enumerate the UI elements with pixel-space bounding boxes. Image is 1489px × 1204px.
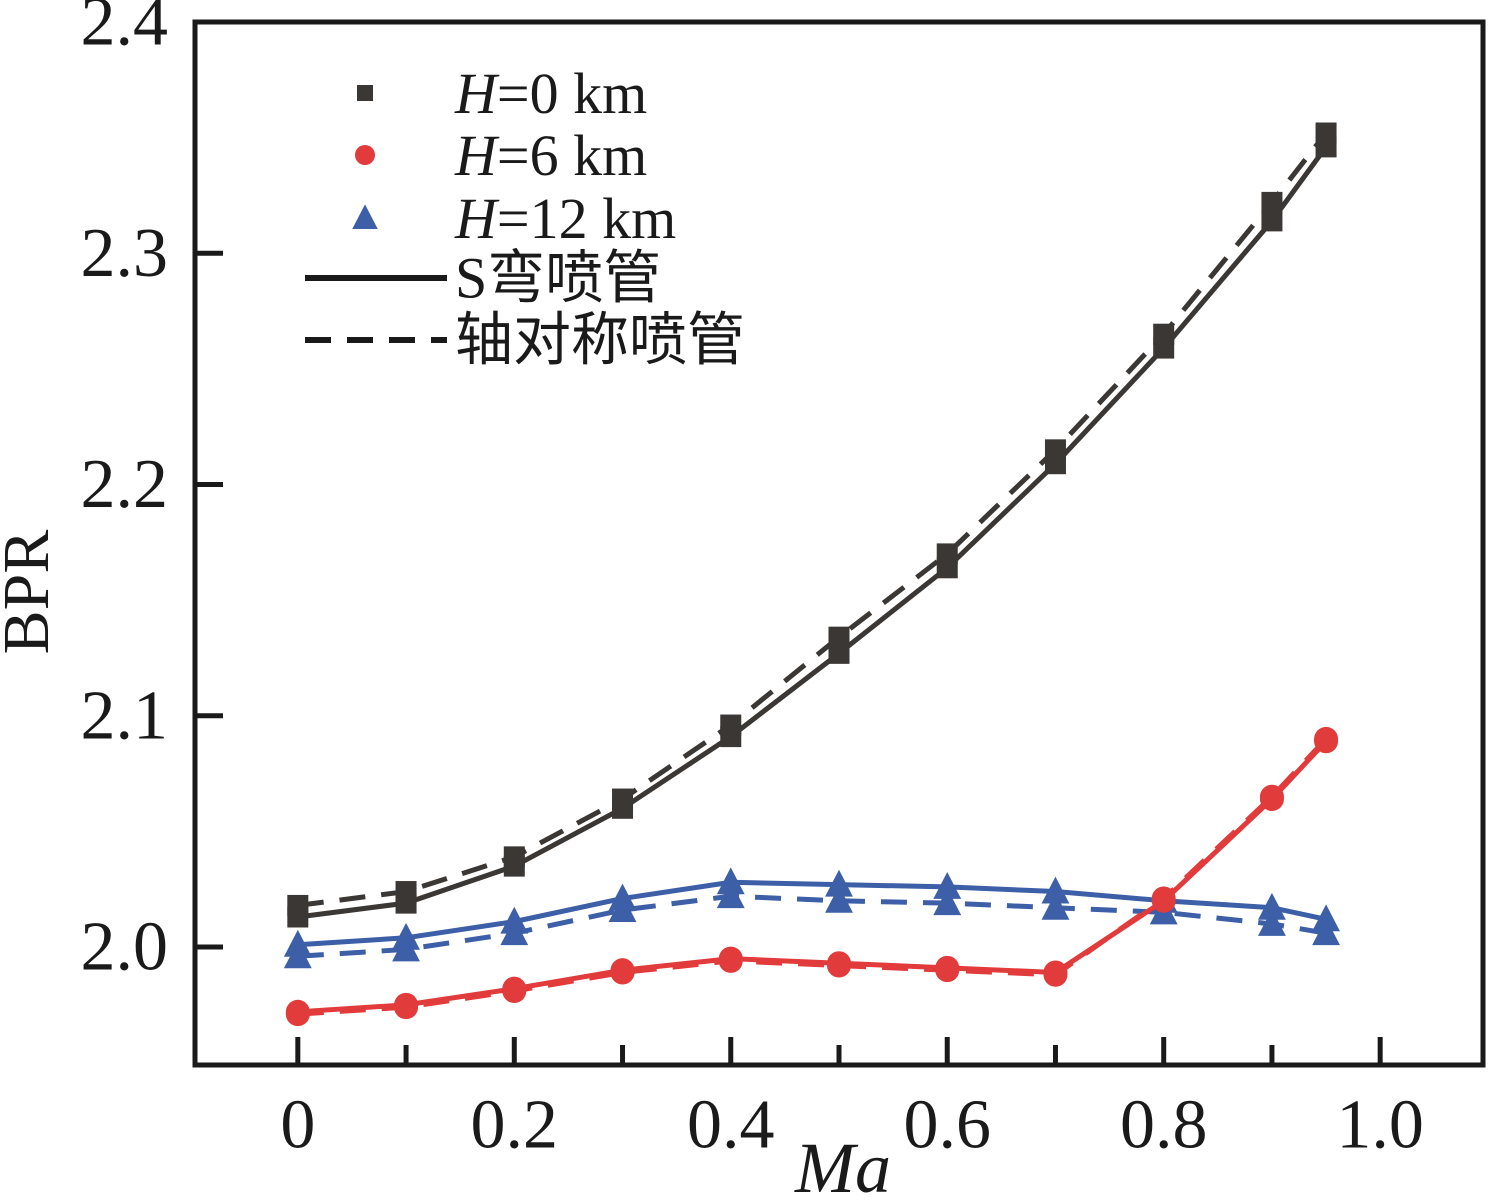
legend-item: H=6 km [355, 123, 647, 188]
marker-square [1261, 210, 1283, 232]
marker-triangle [352, 204, 378, 229]
marker-triangle [1041, 892, 1070, 920]
legend-item: 轴对称喷管 [305, 308, 745, 373]
marker-circle [1314, 726, 1339, 751]
y-tick-label: 2.2 [81, 446, 169, 523]
y-tick-label: 2.3 [81, 215, 169, 292]
marker-square [828, 626, 850, 648]
x-tick-label: 0.4 [687, 1087, 775, 1164]
marker-square [1261, 191, 1283, 213]
marker-circle [502, 978, 527, 1003]
marker-triangle [825, 869, 853, 897]
marker-circle [285, 1002, 310, 1027]
legend-item: H=0 km [357, 61, 647, 126]
marker-circle [394, 995, 419, 1020]
marker-circle [610, 960, 635, 985]
marker-square [1153, 323, 1175, 345]
marker-triangle [1312, 918, 1340, 946]
series-line [297, 145, 1329, 920]
marker-square [1044, 439, 1066, 461]
marker-square [503, 846, 525, 868]
marker-triangle [1312, 904, 1340, 932]
marker-triangle [392, 934, 420, 962]
marker-circle [355, 145, 375, 165]
marker-circle [718, 948, 743, 973]
series-4 [285, 729, 1339, 1024]
marker-square [357, 85, 373, 101]
legend-label: S弯喷管 [455, 246, 661, 311]
marker-square [395, 881, 417, 903]
y-tick-label: 2.4 [81, 0, 169, 61]
marker-triangle [1258, 909, 1286, 936]
series-line [297, 131, 1329, 908]
marker-square [936, 543, 958, 565]
series-line [297, 737, 1328, 1017]
marker-triangle [825, 885, 853, 913]
legend-label: H=0 km [454, 61, 647, 126]
marker-square [1315, 122, 1337, 144]
x-tick-label: 1.0 [1336, 1087, 1424, 1164]
marker-triangle [283, 941, 312, 969]
series-1 [287, 122, 1337, 916]
marker-circle [1043, 962, 1068, 987]
marker-triangle [716, 867, 745, 895]
y-tick-label: 2.1 [81, 677, 169, 754]
marker-circle [935, 958, 960, 983]
x-axis-title: Ma [794, 1128, 891, 1204]
legend-label: H=12 km [454, 186, 676, 251]
marker-triangle [1041, 876, 1070, 904]
marker-triangle [933, 872, 962, 899]
marker-square [612, 788, 634, 810]
legend-item: H=12 km [352, 186, 676, 251]
marker-triangle [933, 888, 962, 916]
marker-circle [1259, 784, 1284, 809]
x-tick-label: 0.2 [471, 1087, 559, 1164]
marker-triangle [716, 881, 745, 909]
marker-circle [827, 953, 851, 978]
series-5 [285, 726, 1339, 1027]
series-3 [283, 881, 1340, 969]
x-tick-label: 0.6 [903, 1087, 991, 1164]
x-tick-label: 0 [280, 1087, 315, 1164]
series-line [297, 739, 1328, 1015]
marker-square [720, 714, 742, 736]
x-tick-label: 0.8 [1120, 1087, 1208, 1164]
legend-label: 轴对称喷管 [455, 308, 745, 373]
series-0 [287, 136, 1337, 928]
marker-triangle [1258, 892, 1286, 920]
marker-circle [1151, 886, 1176, 911]
legend-label: H=6 km [454, 123, 647, 188]
marker-square [287, 894, 309, 916]
marker-triangle [500, 918, 529, 946]
marker-triangle [608, 895, 637, 923]
marker-square [828, 642, 850, 664]
y-tick-label: 2.0 [81, 909, 169, 986]
legend-item: S弯喷管 [305, 246, 661, 311]
y-axis-title: BPR [0, 530, 63, 655]
